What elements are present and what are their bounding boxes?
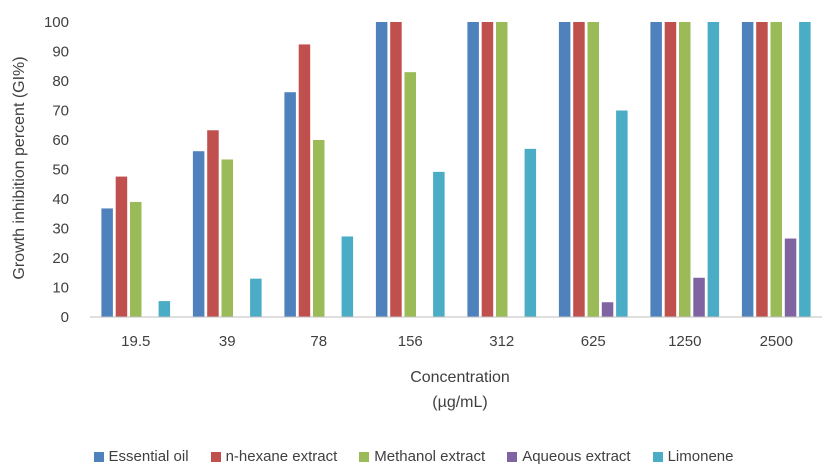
x-tick-label: 312 <box>489 333 514 350</box>
x-tick-labels: 19.5 39 78 156 312 625 1250 2500 <box>121 333 793 350</box>
bar <box>158 301 171 317</box>
bar <box>756 22 768 317</box>
y-tick-label: 10 <box>52 280 69 297</box>
legend: Essential oil n-hexane extract Methanol ex… <box>0 448 827 465</box>
legend-label: Essential oil <box>108 448 189 465</box>
bars-group <box>101 22 811 318</box>
y-tick-label: 80 <box>52 73 69 90</box>
x-tick-label: 2500 <box>760 333 793 350</box>
y-tick-label: 40 <box>52 191 69 208</box>
legend-label: Limonene <box>667 448 734 465</box>
bar-chart: 0 10 20 30 40 50 60 70 80 90 100 19.5 39 78 156 312 625… <box>11 14 822 411</box>
legend-item: Essential oil <box>93 448 189 465</box>
bar <box>587 22 599 317</box>
x-tick-label: 39 <box>219 333 236 350</box>
legend-item: Limonene <box>652 448 734 465</box>
y-tick-label: 20 <box>52 250 69 267</box>
bar <box>524 148 537 317</box>
y-tick-label: 70 <box>52 103 69 120</box>
bar <box>799 22 811 317</box>
bar <box>433 171 445 317</box>
bar <box>693 277 705 317</box>
x-axis-title: Concentration <box>410 369 510 386</box>
bar <box>101 208 113 317</box>
legend-swatch <box>652 451 663 462</box>
bar <box>650 22 662 317</box>
legend-swatch <box>359 451 370 462</box>
bar <box>390 22 402 317</box>
bar <box>707 22 720 317</box>
x-tick-label: 78 <box>310 333 327 350</box>
legend-label: Methanol extract <box>374 448 486 465</box>
x-axis-unit: (µg/mL) <box>432 394 487 411</box>
bar <box>784 238 797 317</box>
bar <box>616 110 628 317</box>
y-axis-title: Growth inhibition percent (GI%) <box>11 56 28 279</box>
bar <box>467 22 479 317</box>
bar <box>313 140 325 317</box>
bar <box>341 236 354 317</box>
bar <box>741 22 754 317</box>
bar <box>221 159 233 317</box>
bar <box>496 22 508 317</box>
legend-swatch <box>507 451 518 462</box>
y-tick-label: 0 <box>61 309 69 326</box>
bar <box>558 22 571 317</box>
y-tick-label: 50 <box>52 162 69 179</box>
bar <box>284 92 296 318</box>
x-tick-label: 625 <box>581 333 606 350</box>
y-tick-label: 100 <box>44 14 69 31</box>
legend-label: n-hexane extract <box>225 448 338 465</box>
bar <box>130 201 142 317</box>
y-tick-label: 90 <box>52 44 69 61</box>
bar <box>115 176 128 317</box>
bar <box>770 22 782 317</box>
legend-item: n-hexane extract <box>210 448 338 465</box>
bar <box>192 151 205 317</box>
bar <box>207 130 219 317</box>
y-tick-labels: 0 10 20 30 40 50 60 70 80 90 100 <box>44 14 69 326</box>
bar <box>679 22 691 317</box>
x-tick-label: 156 <box>398 333 423 350</box>
bar <box>573 22 585 317</box>
legend-label: Aqueous extract <box>522 448 631 465</box>
bar <box>250 278 262 317</box>
legend-item: Methanol extract <box>359 448 485 465</box>
bar <box>298 44 311 318</box>
y-tick-label: 30 <box>52 221 69 238</box>
bar <box>404 72 416 318</box>
y-tick-label: 60 <box>52 132 69 149</box>
bar <box>664 22 677 317</box>
bar <box>375 22 388 317</box>
legend-swatch <box>210 451 221 462</box>
x-tick-label: 1250 <box>668 333 701 350</box>
legend-item: Aqueous extract <box>507 448 631 465</box>
bar <box>601 302 614 317</box>
x-tick-label: 19.5 <box>121 333 150 350</box>
bar <box>481 22 494 317</box>
legend-swatch <box>93 451 104 462</box>
